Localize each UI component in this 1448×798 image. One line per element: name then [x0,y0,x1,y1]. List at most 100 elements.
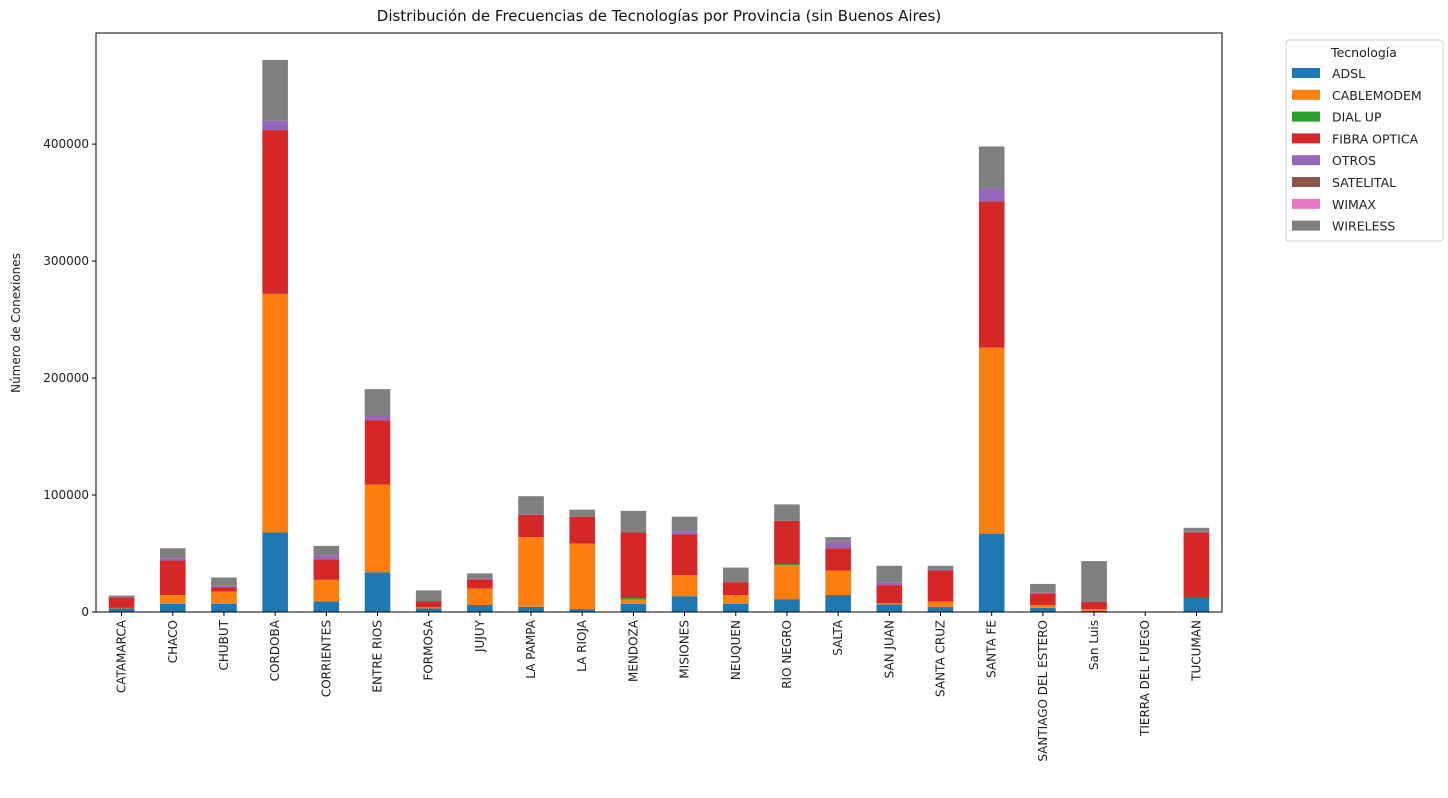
bar-salta-otros [825,541,851,549]
bar-la-rioja-fibra-optica [569,516,596,544]
bar-neuquen-cablemodem [722,595,749,604]
x-tick-label: CHACO [166,620,180,663]
y-tick-label: 200000 [43,371,89,385]
legend-label: SATELITAL [1332,175,1396,190]
bar-entre-rios-otros [364,415,391,421]
chart-title: Distribución de Frecuencias de Tecnologí… [377,7,941,25]
bar-misiones-fibra-optica [671,534,698,576]
legend: Tecnología ADSL CABLEMODEM DIAL UP FIBRA OP… [1285,39,1444,242]
y-tick-label: 0 [81,605,89,619]
bar-la-pampa-cablemodem [518,537,544,607]
bar-catamarca-fibra-optica [108,597,135,608]
legend-swatch-wimax [1292,198,1320,209]
bar-mendoza-wireless [620,510,647,533]
bar-entre-rios-cablemodem [364,484,391,573]
x-tick-label: MENDOZA [626,619,640,682]
bar-chubut-adsl [211,603,237,612]
legend-swatch-otros [1292,155,1320,166]
bar-san-juan-wireless [876,565,903,583]
bar-santa-fe-adsl [978,533,1005,612]
bar-rio-negro-adsl [774,599,800,612]
x-tick-label: MISIONES [678,620,692,679]
bar-mendoza-dial-up [620,597,647,600]
bar-entre-rios-wireless [364,389,391,416]
bar-rio-negro-wireless [774,504,800,521]
x-tick-label: ENTRE RIOS [371,620,385,693]
x-tick-label: TUCUMAN [1189,620,1203,682]
bar-la-pampa-wireless [518,496,544,515]
bar-jujuy-adsl [467,604,493,612]
bar-catamarca-wireless [108,595,135,598]
bar-san-juan-adsl [876,604,903,612]
bar-cordoba-adsl [262,532,288,612]
legend-swatch-dial-up [1292,111,1320,122]
x-tick-label: RIO NEGRO [780,620,794,689]
x-tick-label: San Luis [1087,620,1101,670]
bar-tucuman-fibra-optica [1183,532,1210,598]
bar-chaco-otros [159,558,186,561]
bar-santa-fe-otros [978,188,1005,202]
bar-chaco-adsl [159,603,186,612]
bar-chubut-otros [211,585,237,588]
bar-chubut-wireless [211,577,237,586]
bar-santiago-del-estero-adsl [1030,607,1056,612]
bar-san-luis-adsl [1081,610,1107,612]
bar-santiago-del-estero-wireless [1030,583,1056,593]
bar-santiago-del-estero-cablemodem [1030,604,1056,608]
bar-mendoza-fibra-optica [620,532,647,598]
bar-santa-fe-cablemodem [978,347,1005,534]
bar-corrientes-fibra-optica [313,559,340,580]
legend-box [1285,39,1444,242]
bar-jujuy-fibra-optica [467,579,493,589]
bar-santa-cruz-wireless [927,565,954,570]
legend-swatch-wireless [1292,220,1320,231]
legend-label: FIBRA OPTICA [1332,131,1419,146]
bar-jujuy-cablemodem [467,588,493,605]
bar-neuquen-fibra-optica [722,582,749,596]
bar-formosa-adsl [415,608,442,612]
bar-misiones-wireless [671,516,698,532]
legend-label: WIMAX [1332,197,1376,212]
x-tick-label: SANTIAGO DEL ESTERO [1036,620,1050,762]
x-tick-label: CHUBUT [217,619,231,670]
bar-san-juan-otros [876,582,903,586]
y-axis-title: Número de Conexiones [9,253,23,393]
bar-la-rioja-cablemodem [569,543,596,610]
bars-layer [108,59,1210,612]
bar-misiones-cablemodem [671,575,698,597]
bar-salta-cablemodem [825,570,851,596]
legend-label: OTROS [1332,153,1376,168]
bar-santa-fe-fibra-optica [978,201,1005,348]
legend-label: WIRELESS [1332,219,1395,234]
x-tick-label: SANTA FE [985,620,999,678]
x-axis: CATAMARCA CHACO CHUBUT CORDOBA CORRIENTES ENT… [115,612,1203,762]
bar-tucuman-adsl [1183,597,1210,612]
bar-formosa-cablemodem [415,607,442,609]
bar-formosa-wireless [415,590,442,602]
bar-rio-negro-fibra-optica [774,520,800,565]
x-tick-label: SANTA CRUZ [934,620,948,697]
bar-chubut-cablemodem [211,591,237,604]
bar-chaco-fibra-optica [159,560,186,596]
bar-santa-fe-wireless [978,146,1005,189]
x-tick-label: LA PAMPA [524,619,538,678]
bar-jujuy-wireless [467,573,493,579]
y-tick-label: 300000 [43,254,89,268]
bar-neuquen-adsl [722,603,749,612]
bar-chaco-wireless [159,548,186,559]
bar-tucuman-wireless [1183,527,1210,532]
bar-chaco-cablemodem [159,595,186,604]
bar-entre-rios-fibra-optica [364,420,391,485]
bar-la-rioja-adsl [569,609,596,612]
bar-la-rioja-wireless [569,509,596,517]
bar-cordoba-cablemodem [262,293,288,533]
bar-jujuy-otros [467,578,493,580]
legend-swatch-satelital [1292,177,1320,187]
bar-salta-wireless [825,537,851,542]
x-tick-label: FORMOSA [422,619,436,680]
bar-rio-negro-cablemodem [774,565,800,600]
bar-san-juan-cablemodem [876,603,903,605]
y-axis: 0 100000 200000 300000 400000 [43,137,96,619]
bar-neuquen-wireless [722,567,749,583]
